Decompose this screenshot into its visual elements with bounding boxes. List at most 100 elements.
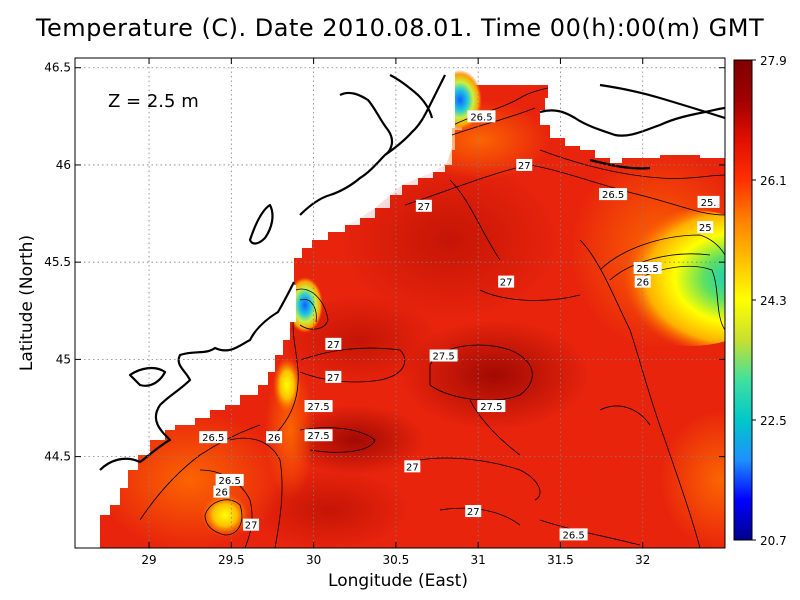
contour-label-box <box>516 158 533 171</box>
contour-label-box <box>559 528 588 541</box>
y-tick-label: 46.5 <box>44 61 71 75</box>
contour-label: 26 <box>634 275 651 289</box>
x-tick-label: 29 <box>141 553 156 567</box>
contour-label: 27 <box>465 505 482 518</box>
x-tick-label: 29.5 <box>218 553 245 567</box>
contour-label-text: 27 <box>518 161 531 172</box>
contour-label-text: 27.5 <box>307 402 329 413</box>
contour-label-text: 27 <box>327 373 340 384</box>
contour-label-text: 27 <box>406 462 419 473</box>
contour-label: 25. <box>697 195 720 209</box>
contour-label-text: 26 <box>268 433 281 444</box>
y-axis-ticks: 44.5 45 45.5 46 46.5 <box>44 61 725 464</box>
contour-label-text: 27.5 <box>307 431 329 442</box>
contour-label: 26 <box>213 485 230 499</box>
contour-label: 27 <box>404 460 421 473</box>
colorbar-tick-label: 22.5 <box>760 414 787 428</box>
contour-label-box <box>199 431 228 444</box>
colorbar-tick-label: 27.9 <box>760 54 787 68</box>
contour-label-text: 26 <box>636 278 649 289</box>
contour-label-text: 27.5 <box>480 402 502 413</box>
temperature-field <box>75 58 725 548</box>
contour-label-text: 25.5 <box>637 264 659 275</box>
contour-label: 27.5 <box>304 400 333 413</box>
grid-lines <box>75 58 725 548</box>
colorbar-tick-label: 20.7 <box>760 534 787 548</box>
contour-label-box <box>465 505 482 518</box>
depth-label: Z = 2.5 m <box>108 91 199 112</box>
contour-label: 27 <box>498 275 515 289</box>
contour-label-text: 26.5 <box>202 433 224 444</box>
contour-label-box <box>477 400 506 413</box>
contour-label: 27.5 <box>477 400 506 413</box>
colorbar-tick-label: 26.1 <box>760 174 787 188</box>
contour-label-box <box>325 370 342 383</box>
contour-label-text: 26.5 <box>602 190 624 201</box>
contour-label-box <box>429 349 458 362</box>
contour-label: 27 <box>516 158 533 172</box>
contour-labels: 26.5 27 26.5 25. 25 27 25.5 26 27 27 27.5 27 27.5 27.… <box>199 110 720 541</box>
y-tick-label: 45 <box>56 352 71 366</box>
land-areas <box>75 58 725 548</box>
contour-label: 26.5 <box>215 473 244 487</box>
contour-label: 27.5 <box>304 429 333 442</box>
contour-label-text: 26 <box>215 488 228 499</box>
contour-label-text: 26.5 <box>219 476 241 487</box>
contour-label: 27.5 <box>429 349 458 363</box>
contour-label: 27 <box>415 199 432 213</box>
contour-label-box <box>599 188 628 201</box>
contour-label: 26.5 <box>559 528 588 541</box>
colorbar-ticks: 27.9 26.1 24.3 22.5 20.7 <box>752 54 787 548</box>
plot-frame <box>74 57 726 549</box>
contour-label-text: 25. <box>701 198 717 209</box>
contour-label: 26 <box>266 431 283 444</box>
x-tick-label: 30.5 <box>383 553 410 567</box>
contour-label-box <box>266 431 283 444</box>
y-tick-label: 45.5 <box>44 255 71 269</box>
eastern-cold-anomaly <box>595 210 725 346</box>
contour-label: 26.5 <box>467 110 496 123</box>
colorbar <box>733 59 753 541</box>
y-axis-label: Latitude (North) <box>17 235 37 371</box>
contour-label: 25 <box>697 221 714 234</box>
x-tick-label: 30 <box>306 553 321 567</box>
contour-label-text: 27 <box>245 521 258 532</box>
contour-label: 26.5 <box>199 431 228 444</box>
x-axis-label: Longitude (East) <box>328 571 468 591</box>
contour-label-text: 27 <box>467 507 480 518</box>
contour-label-box <box>304 429 333 442</box>
contour-label: 26.5 <box>599 188 628 201</box>
colorbar-tick-label: 24.3 <box>760 294 787 308</box>
contour-label-text: 27 <box>327 340 340 351</box>
contour-label-box <box>634 275 651 288</box>
coastline <box>99 74 725 471</box>
contour-label-box <box>498 275 515 288</box>
contour-label: 27 <box>325 370 342 384</box>
contour-label-text: 27 <box>500 278 513 289</box>
contour-label-box <box>243 518 260 531</box>
y-tick-label: 46 <box>56 158 71 172</box>
contour-label-box <box>404 460 421 473</box>
x-tick-label: 31.5 <box>547 553 574 567</box>
chart-title: Temperature (C). Date 2010.08.01. Time 0… <box>35 14 765 42</box>
contour-label-text: 25 <box>699 223 712 234</box>
x-axis-ticks: 29 29.5 30 30.5 31 31.5 32 <box>141 58 650 567</box>
contour-label-text: 26.5 <box>562 530 584 541</box>
contour-label-text: 26.5 <box>470 112 492 123</box>
contour-label: 27 <box>325 337 342 351</box>
contour-label-text: 27 <box>417 202 430 213</box>
contour-label-box <box>415 199 432 212</box>
y-tick-label: 44.5 <box>44 450 71 464</box>
contour-label-box <box>213 485 230 498</box>
contour-label-box <box>325 337 342 350</box>
contour-label-text: 27.5 <box>432 352 454 363</box>
contour-label-box <box>467 110 496 123</box>
contour-label: 27 <box>243 518 260 532</box>
contour-label-box <box>633 262 662 274</box>
x-tick-label: 31 <box>471 553 486 567</box>
x-tick-label: 32 <box>635 553 650 567</box>
contour-label-box <box>697 221 714 234</box>
contour-label: 25.5 <box>633 262 662 275</box>
contour-label-box <box>215 473 244 486</box>
